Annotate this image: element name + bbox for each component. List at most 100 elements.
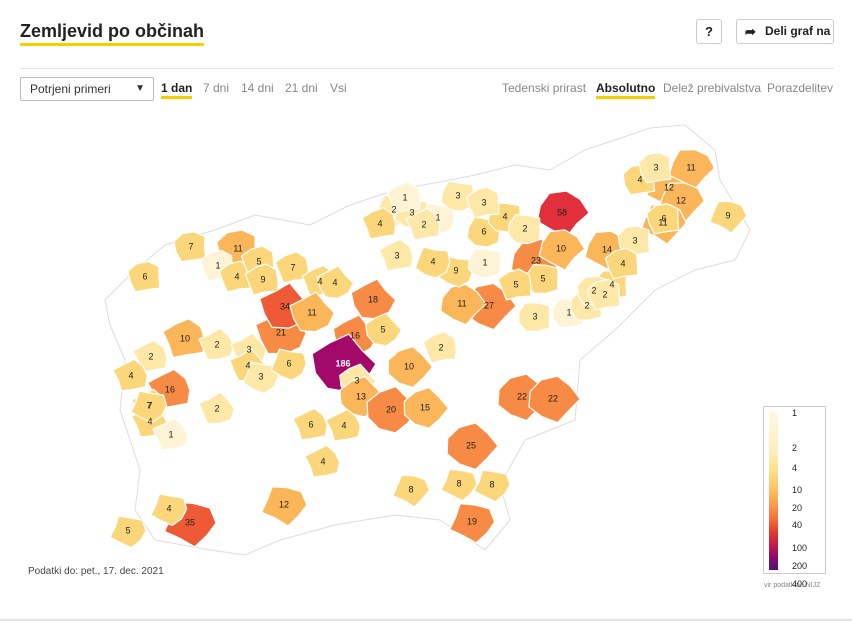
municipality-region[interactable]	[497, 268, 532, 301]
municipality-region[interactable]	[304, 444, 341, 478]
municipality-region[interactable]	[261, 486, 308, 527]
municipality-value-label: 4	[332, 277, 337, 287]
municipality-region[interactable]	[518, 302, 551, 332]
tab-absolutno[interactable]: Absolutno	[596, 81, 656, 99]
municipality-value-label: 12	[664, 182, 674, 192]
municipality-region[interactable]	[440, 283, 487, 326]
municipality-region[interactable]	[646, 203, 680, 235]
municipality-region[interactable]	[668, 149, 716, 190]
tab-tedenski-prirast[interactable]: Tedenski prirast	[502, 81, 587, 95]
municipality-region[interactable]	[604, 247, 639, 280]
chevron-down-icon: ▼	[135, 83, 145, 94]
municipality-value-label: 22	[548, 393, 558, 403]
municipality-region[interactable]	[440, 468, 478, 502]
municipality-region[interactable]	[536, 190, 590, 238]
municipality-value-label: 1	[402, 192, 407, 202]
municipality-value-label: 3	[246, 344, 251, 354]
share-button[interactable]: ➦ Deli graf na	[736, 19, 834, 44]
municipality-region[interactable]	[244, 263, 279, 296]
municipality-region[interactable]	[422, 331, 457, 364]
municipality-region[interactable]	[132, 339, 168, 373]
municipality-region[interactable]	[112, 358, 148, 392]
municipality-region[interactable]	[361, 207, 397, 240]
municipality-value-label: 7	[146, 400, 151, 410]
municipality-value-label: 6	[308, 419, 313, 429]
municipality-region[interactable]	[365, 312, 403, 347]
municipality-region[interactable]	[274, 251, 309, 284]
municipality-region[interactable]	[270, 348, 307, 381]
municipality-region[interactable]	[709, 200, 748, 234]
municipality-region[interactable]	[127, 260, 161, 293]
municipality-value-label: 34	[280, 301, 290, 311]
municipality-region[interactable]	[440, 180, 475, 212]
municipality-region[interactable]	[587, 278, 621, 311]
municipality-region[interactable]	[130, 390, 168, 423]
legend-tick: 400	[792, 579, 808, 589]
color-legend: 1 2 4 10 20 40 100 200 400	[763, 406, 826, 589]
municipality-value-label: 4	[234, 271, 239, 281]
tab-1-dan[interactable]: 1 dan	[161, 81, 193, 99]
tab-vsi[interactable]: Vsi	[330, 81, 347, 95]
municipality-value-label: 16	[165, 384, 175, 394]
municipality-region[interactable]	[392, 474, 431, 508]
municipality-value-label: 4	[147, 416, 152, 426]
municipality-map[interactable]: 7 116145974102164741223421341141816186531…	[95, 120, 760, 560]
tab-14-dni[interactable]: 14 dni	[241, 81, 274, 95]
municipality-region[interactable]	[638, 152, 672, 184]
municipality-region[interactable]	[386, 181, 421, 214]
municipality-value-label: 2	[591, 285, 596, 295]
municipality-region[interactable]	[152, 417, 189, 451]
municipality-value-label: 2	[522, 223, 527, 233]
tab-7-dni[interactable]: 7 dni	[203, 81, 230, 95]
municipality-region[interactable]	[325, 408, 361, 442]
municipality-value-label: 15	[420, 402, 430, 412]
municipality-region[interactable]	[150, 493, 188, 527]
municipality-region[interactable]	[378, 238, 414, 272]
municipality-region[interactable]	[538, 229, 586, 271]
municipality-region[interactable]	[465, 186, 500, 219]
municipality-region[interactable]	[366, 385, 419, 434]
tab-delez-prebivalstva[interactable]: Delež prebivalstva	[663, 81, 762, 95]
municipality-region[interactable]	[528, 375, 581, 424]
municipality-value-label: 3	[258, 371, 263, 381]
municipality-value-label: 186	[335, 358, 350, 368]
municipality-value-label: 11	[658, 217, 667, 227]
municipality-region[interactable]	[446, 422, 499, 470]
municipality-value-label: 3	[532, 311, 537, 321]
municipality-value-label: 12	[279, 499, 289, 509]
municipality-region[interactable]	[198, 391, 235, 425]
municipality-region[interactable]	[507, 214, 541, 245]
municipality-value-label: 18	[368, 294, 378, 304]
municipality-region[interactable]	[173, 231, 207, 263]
bottom-divider	[0, 619, 852, 621]
municipality-region[interactable]	[387, 346, 434, 388]
municipality-value-label: 58	[557, 207, 567, 217]
tab-porazdelitev[interactable]: Porazdelitev	[767, 81, 834, 95]
municipality-region[interactable]	[242, 361, 279, 394]
help-button[interactable]: ?	[696, 19, 722, 44]
municipality-region[interactable]	[289, 291, 335, 333]
municipality-region[interactable]	[405, 207, 441, 241]
legend-tick: 20	[792, 503, 803, 513]
municipality-value-label: 5	[513, 279, 518, 289]
municipality-value-label: 11	[457, 298, 466, 308]
municipality-region[interactable]	[403, 387, 450, 429]
municipality-value-label: 7	[290, 262, 295, 272]
municipality-region[interactable]	[109, 515, 147, 549]
municipality-region[interactable]	[198, 327, 235, 361]
municipality-value-label: 20	[386, 404, 396, 414]
municipality-region[interactable]	[449, 503, 496, 544]
municipality-region[interactable]	[473, 469, 511, 503]
share-button-label: Deli graf na	[765, 24, 831, 38]
municipality-region[interactable]	[316, 265, 354, 299]
municipality-region[interactable]	[467, 247, 502, 279]
municipality-value-label: 2	[602, 289, 607, 299]
legend-tick: 100	[792, 543, 808, 553]
municipality-region[interactable]	[162, 318, 205, 359]
municipality-value-label: 3	[394, 250, 399, 260]
metric-select[interactable]: Potrjeni primeri ▼	[20, 77, 154, 101]
tab-21-dni[interactable]: 21 dni	[285, 81, 318, 95]
municipality-region[interactable]	[414, 246, 451, 279]
municipality-value-label: 1	[435, 212, 440, 222]
municipality-region[interactable]	[292, 407, 328, 441]
